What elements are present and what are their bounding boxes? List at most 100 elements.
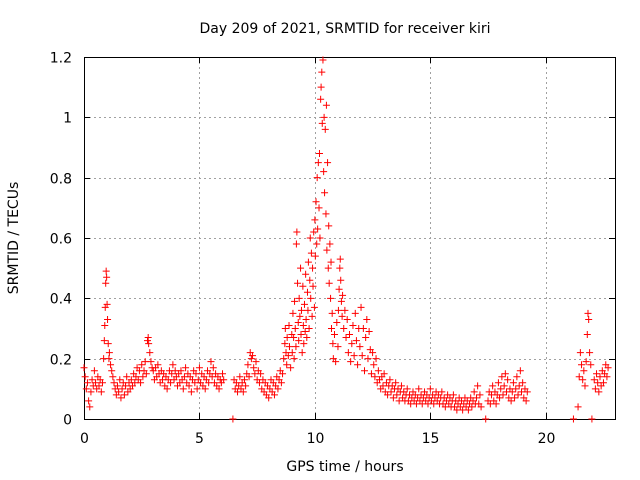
x-tick-label: 20 [538, 431, 556, 447]
data-point [582, 358, 590, 366]
data-point [290, 355, 298, 363]
data-point [359, 325, 367, 332]
y-tick-label: 1.2 [50, 51, 72, 67]
data-point [115, 388, 123, 396]
data-point [123, 373, 131, 381]
data-point [500, 382, 508, 390]
data-point [356, 343, 364, 351]
data-point [309, 264, 317, 272]
data-point [288, 349, 296, 357]
data-point [327, 294, 335, 302]
data-point [303, 334, 311, 342]
data-point [120, 391, 128, 399]
data-point [523, 388, 531, 396]
data-point [344, 349, 352, 357]
data-point [300, 300, 308, 308]
data-point [279, 370, 287, 378]
data-point [496, 394, 504, 402]
data-point [578, 361, 586, 369]
chart-title: Day 209 of 2021, SRMTID for receiver kir… [199, 21, 490, 37]
data-point [321, 125, 329, 133]
data-point [315, 204, 323, 212]
data-point [509, 379, 517, 387]
data-point [302, 270, 310, 278]
data-point [97, 388, 105, 396]
data-point [586, 349, 594, 357]
data-point [145, 340, 153, 348]
data-point [489, 382, 497, 390]
data-point [167, 379, 175, 387]
data-point [516, 367, 524, 375]
data-point [320, 168, 328, 176]
data-point [472, 394, 480, 402]
data-point [295, 294, 303, 302]
data-point [604, 364, 612, 372]
data-point [494, 379, 502, 387]
x-tick-label: 10 [307, 431, 325, 447]
data-point [587, 361, 595, 369]
data-point [327, 258, 335, 266]
data-point [325, 222, 333, 230]
data-point [283, 334, 291, 342]
data-point [332, 358, 340, 366]
data-point [142, 370, 150, 378]
data-point [579, 376, 587, 384]
data-point [219, 370, 227, 378]
data-point [336, 255, 344, 263]
data-point [280, 355, 288, 363]
data-point [342, 334, 350, 342]
data-point [318, 119, 326, 127]
data-point [296, 312, 304, 320]
data-point [492, 400, 500, 408]
data-point [250, 364, 258, 372]
data-point [504, 376, 512, 384]
data-point [113, 382, 121, 390]
data-point [575, 373, 583, 381]
data-point [351, 309, 359, 317]
data-point [374, 367, 382, 375]
data-point [82, 385, 90, 393]
data-point [154, 361, 162, 369]
data-point [293, 228, 301, 236]
data-point [507, 397, 515, 405]
data-point [311, 216, 319, 224]
x-tick-label: 0 [80, 431, 89, 447]
axis-ticks [84, 57, 615, 420]
data-point [363, 315, 371, 323]
data-point [105, 355, 113, 363]
data-point [347, 358, 355, 366]
data-point [393, 391, 401, 399]
data-point [519, 379, 527, 387]
data-point [389, 394, 397, 402]
data-point [361, 367, 369, 375]
data-point [109, 373, 117, 381]
data-point [403, 385, 411, 393]
data-point [319, 56, 327, 64]
data-point [80, 364, 88, 372]
data-point [311, 252, 319, 260]
data-point [104, 315, 112, 323]
data-point [321, 189, 329, 197]
data-point [297, 264, 305, 272]
data-point [88, 376, 96, 384]
data-point [576, 349, 584, 357]
data-point [449, 391, 457, 399]
data-point [482, 415, 490, 423]
data-point [370, 361, 378, 369]
data-point [333, 318, 341, 326]
data-point [314, 225, 322, 233]
data-point [593, 370, 601, 378]
data-point [118, 385, 126, 393]
data-point [599, 379, 607, 387]
data-point [498, 373, 506, 381]
data-point [515, 382, 523, 390]
data-point [574, 403, 582, 411]
data-point [580, 367, 588, 375]
data-point [277, 379, 285, 387]
data-point [182, 364, 190, 372]
data-point [320, 113, 328, 121]
data-point [307, 294, 315, 302]
data-point [209, 364, 217, 372]
data-point [102, 279, 110, 287]
